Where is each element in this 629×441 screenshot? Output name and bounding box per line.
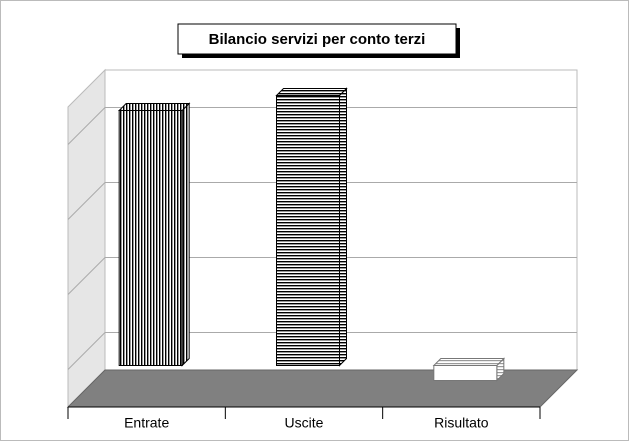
grid-line bbox=[67, 107, 577, 145]
plot-area: Entrate Uscite Risultato bbox=[66, 68, 579, 431]
x-tick-label: Risultato bbox=[434, 415, 489, 431]
bar-top bbox=[117, 103, 191, 111]
bar-side bbox=[181, 102, 190, 367]
title-box bbox=[177, 23, 457, 55]
bar-top bbox=[275, 88, 348, 96]
bar bbox=[275, 87, 348, 367]
chart-title: Bilancio servizi per conto terzi bbox=[209, 31, 426, 48]
bar bbox=[117, 102, 191, 367]
bar-side bbox=[339, 87, 347, 367]
bar-front bbox=[118, 110, 183, 366]
side-wall bbox=[67, 68, 106, 409]
bar-front bbox=[276, 95, 340, 366]
grid-line bbox=[67, 182, 577, 220]
x-tick-label: Entrate bbox=[124, 415, 169, 431]
bar-front bbox=[433, 365, 498, 381]
grid-line bbox=[67, 332, 577, 370]
grid-line bbox=[67, 257, 577, 295]
x-tick-label: Uscite bbox=[285, 415, 324, 431]
bar bbox=[432, 357, 506, 382]
bar-top bbox=[432, 358, 506, 366]
